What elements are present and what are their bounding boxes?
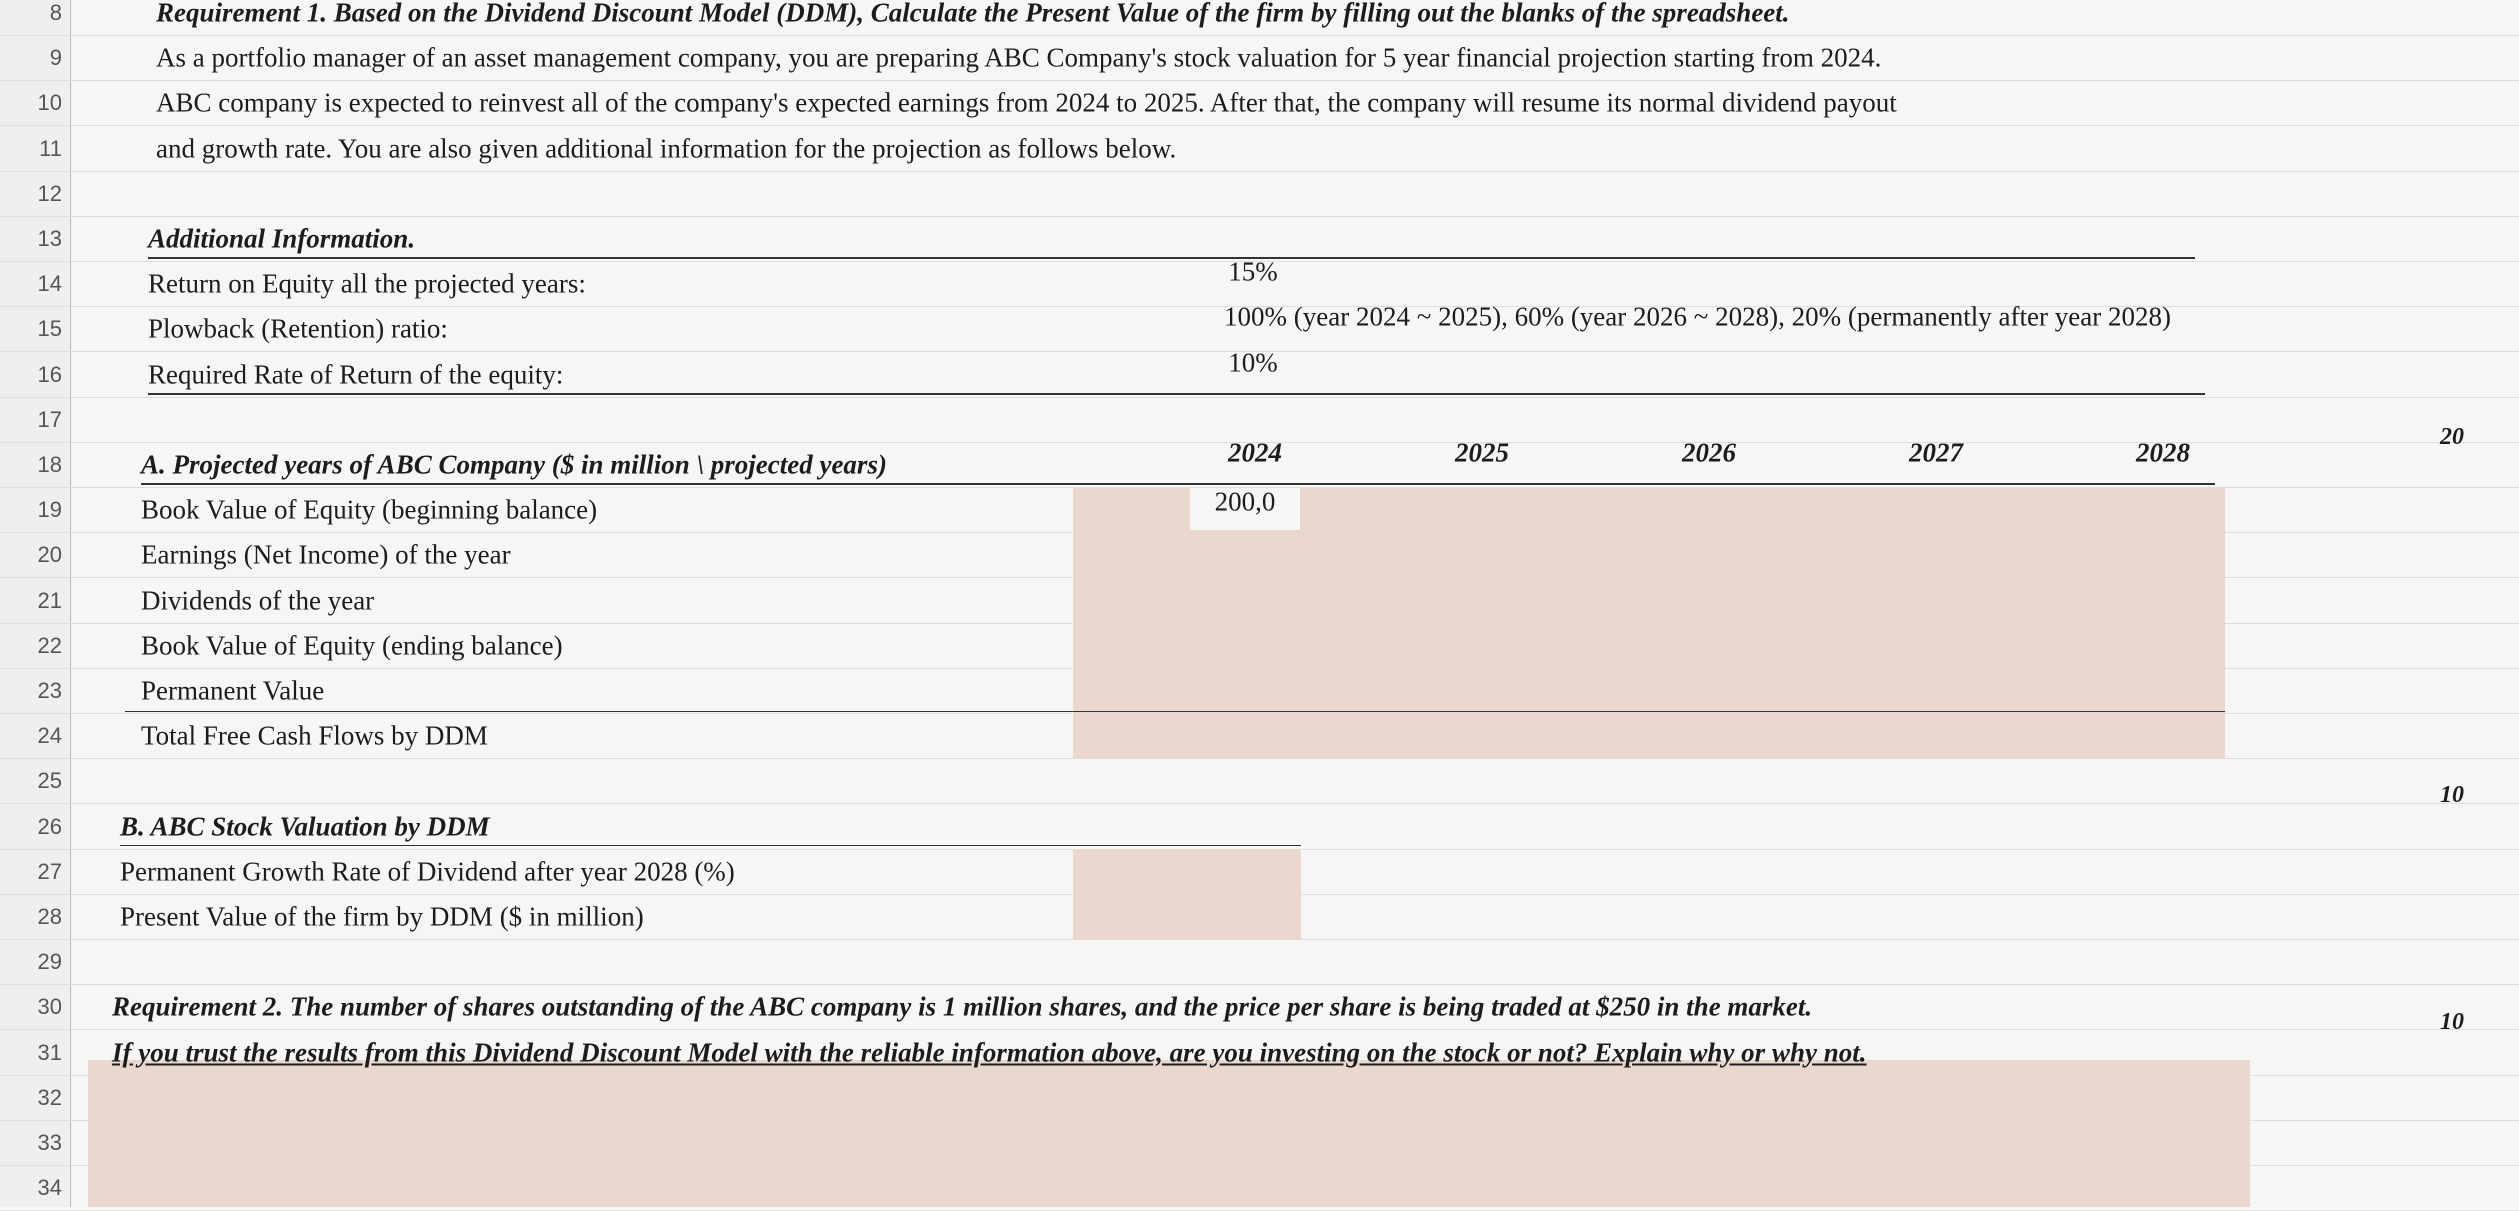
requirement-title: Requirement 1. Based on the Dividend Dis… (156, 0, 1790, 28)
row-label: Permanent Growth Rate of Dividend after … (120, 856, 735, 887)
requirement-text: Requirement 2. The number of shares outs… (112, 991, 1813, 1022)
row-number: 30 (37, 994, 62, 1020)
row-number: 31 (37, 1039, 62, 1065)
row-number: 19 (37, 497, 62, 523)
points: 20 (2440, 424, 2464, 450)
grid-line (0, 125, 2519, 127)
section-heading: Additional Information. (148, 223, 416, 254)
info-label: Plowback (Retention) ratio: (148, 313, 448, 344)
grid-line (0, 803, 2519, 805)
info-value: 15% (1228, 256, 1278, 287)
year-header: 2025 (1455, 437, 1509, 468)
row-number: 22 (37, 632, 62, 658)
row-number: 28 (37, 904, 62, 929)
info-label: Required Rate of Return of the equity: (148, 359, 564, 390)
row-number: 29 (37, 949, 62, 975)
grid-line (0, 1029, 2519, 1031)
row-number: 9 (49, 45, 62, 71)
row-number: 23 (37, 678, 62, 703)
row-label: Total Free Cash Flows by DDM (141, 720, 488, 751)
row-number: 11 (39, 135, 62, 161)
row-number: 16 (37, 361, 62, 387)
row-label: Book Value of Equity (beginning balance) (141, 494, 598, 525)
row-label: Present Value of the firm by DDM ($ in m… (120, 901, 644, 932)
section-heading: A. Projected years of ABC Company ($ in … (141, 449, 887, 480)
grid-line (0, 487, 2519, 488)
row-number: 24 (37, 723, 62, 749)
requirement-text: As a portfolio manager of an asset manag… (156, 42, 1882, 73)
row-number: 32 (37, 1084, 62, 1110)
year-header: 2027 (1909, 437, 1963, 468)
row-label: Earnings (Net Income) of the year (141, 539, 511, 570)
info-value: 100% (year 2024 ~ 2025), 60% (year 2026 … (1224, 301, 2171, 332)
section-heading: B. ABC Stock Valuation by DDM (120, 811, 490, 842)
grid-line (0, 396, 2519, 398)
row-number: 8 (49, 0, 62, 25)
row-number: 15 (37, 316, 62, 342)
requirement-text: If you trust the results from this Divid… (112, 1037, 1867, 1068)
year-header: 2028 (2136, 437, 2190, 468)
points: 10 (2440, 782, 2464, 808)
grid-line (0, 984, 2519, 986)
row-label: Dividends of the year (141, 585, 375, 616)
grid-line (0, 441, 2519, 443)
year-header: 2024 (1228, 437, 1282, 468)
row-header-column (0, 0, 71, 1207)
points: 10 (2440, 1009, 2464, 1035)
row-number: 21 (37, 587, 62, 613)
row-label: Permanent Value (141, 675, 325, 706)
row-number: 34 (37, 1175, 62, 1201)
row-number: 12 (37, 180, 62, 206)
cell (1190, 487, 1300, 530)
grid-line (0, 80, 2519, 82)
row-number: 14 (37, 271, 62, 297)
grid-line (0, 261, 2519, 262)
row-number: 10 (37, 90, 62, 116)
underline (148, 392, 2205, 395)
underline (125, 711, 2225, 712)
grid-line (0, 351, 2519, 353)
grid-line (0, 848, 2519, 850)
row-number: 26 (37, 813, 62, 839)
requirement-text: ABC company is expected to reinvest all … (156, 87, 1897, 118)
grid-line (0, 306, 2519, 308)
row-number: 33 (37, 1130, 62, 1155)
row-number: 18 (37, 452, 62, 477)
row-number: 27 (37, 858, 62, 884)
input-area (1073, 487, 2225, 759)
row-label: Book Value of Equity (ending balance) (141, 630, 563, 661)
grid-line (0, 215, 2519, 217)
requirement-text: and growth rate. You are also given addi… (156, 133, 1177, 164)
info-label: Return on Equity all the projected years… (148, 268, 586, 299)
row-number: 13 (37, 226, 62, 251)
grid-line (0, 35, 2519, 36)
underline (141, 483, 2215, 485)
row-number: 17 (37, 406, 62, 432)
underline (120, 844, 1301, 846)
info-value: 10% (1228, 347, 1278, 378)
cell-value: 200,0 (1214, 486, 1276, 517)
input-area (1073, 849, 1301, 940)
input-area (88, 1060, 2250, 1207)
row-number: 25 (37, 768, 62, 794)
underline (148, 257, 2195, 259)
grid-line (0, 170, 2519, 172)
row-number: 20 (37, 542, 62, 568)
year-header: 2026 (1682, 437, 1736, 468)
